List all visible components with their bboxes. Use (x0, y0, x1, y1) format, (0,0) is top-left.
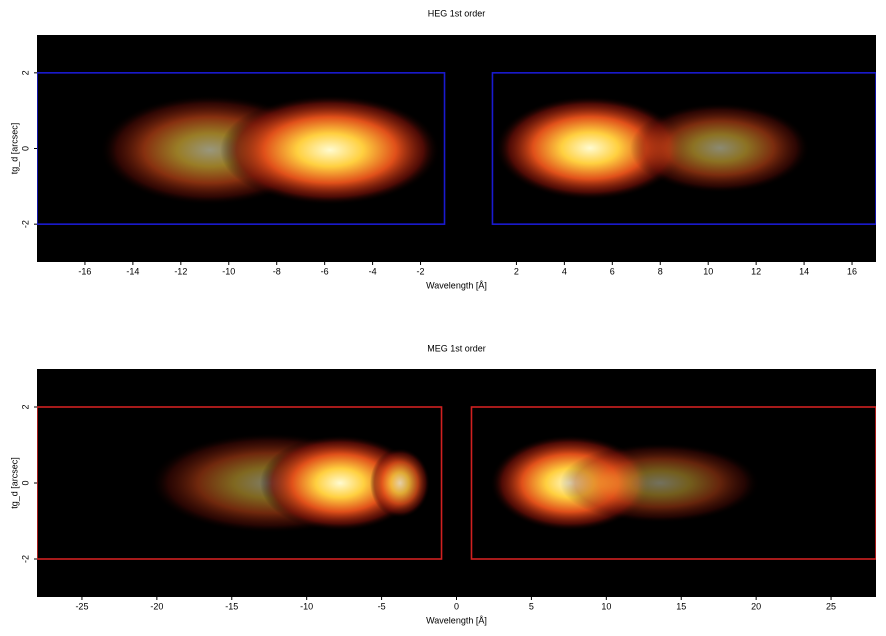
extraction-region (37, 72, 446, 225)
y-axis-label: tg_d [arcsec] (9, 457, 19, 509)
x-tick-label: -10 (222, 266, 235, 276)
y-tick-label: 2 (20, 404, 30, 409)
glow (630, 103, 810, 193)
x-tick-label: 15 (676, 601, 686, 611)
y-tick-label: 0 (20, 146, 30, 151)
x-tick-label: -25 (75, 601, 88, 611)
x-tick-label: 10 (601, 601, 611, 611)
extraction-region (491, 72, 876, 225)
x-tick-label: -15 (225, 601, 238, 611)
panel: -16 -14 -12 -10 -8 -6 -4 -2 2 4 6 8 10 12 14 16 -2 0 2 HEG … (9, 8, 876, 290)
x-tick-label: 8 (658, 266, 663, 276)
glow (560, 443, 760, 523)
glow (495, 96, 685, 200)
extraction-region (470, 406, 876, 560)
x-tick-label: -14 (126, 266, 139, 276)
x-tick-label: 4 (562, 266, 567, 276)
x-tick-label: -20 (150, 601, 163, 611)
glow (370, 448, 430, 518)
regions (37, 72, 876, 225)
x-axis-label: Wavelength [Å] (426, 615, 487, 625)
x-tick-label: -6 (321, 266, 329, 276)
x-tick-label: 6 (610, 266, 615, 276)
x-tick-label: -8 (273, 266, 281, 276)
x-tick-label: -5 (378, 601, 386, 611)
y-tick-label: 0 (20, 480, 30, 485)
x-tick-label: 12 (751, 266, 761, 276)
x-tick-label: 5 (529, 601, 534, 611)
x-axis-label: Wavelength [Å] (426, 280, 487, 290)
x-tick-label: 2 (514, 266, 519, 276)
chart-title: HEG 1st order (428, 8, 486, 18)
y-tick-label: 2 (20, 70, 30, 75)
x-tick-label: -12 (174, 266, 187, 276)
y-axis-label: tg_d [arcsec] (9, 123, 19, 175)
y-tick-label: -2 (20, 555, 30, 563)
extraction-region (37, 406, 443, 560)
x-tick-label: 10 (703, 266, 713, 276)
chart-title: MEG 1st order (427, 343, 486, 353)
glow (220, 95, 440, 205)
x-tick-label: -2 (417, 266, 425, 276)
regions (37, 406, 876, 560)
x-tick-label: 25 (826, 601, 836, 611)
x-tick-label: -10 (300, 601, 313, 611)
x-tick-label: -16 (78, 266, 91, 276)
x-tick-label: 0 (454, 601, 459, 611)
x-tick-label: 20 (751, 601, 761, 611)
x-tick-label: 16 (847, 266, 857, 276)
y-tick-label: -2 (20, 220, 30, 228)
x-tick-label: -4 (369, 266, 377, 276)
x-tick-label: 14 (799, 266, 809, 276)
